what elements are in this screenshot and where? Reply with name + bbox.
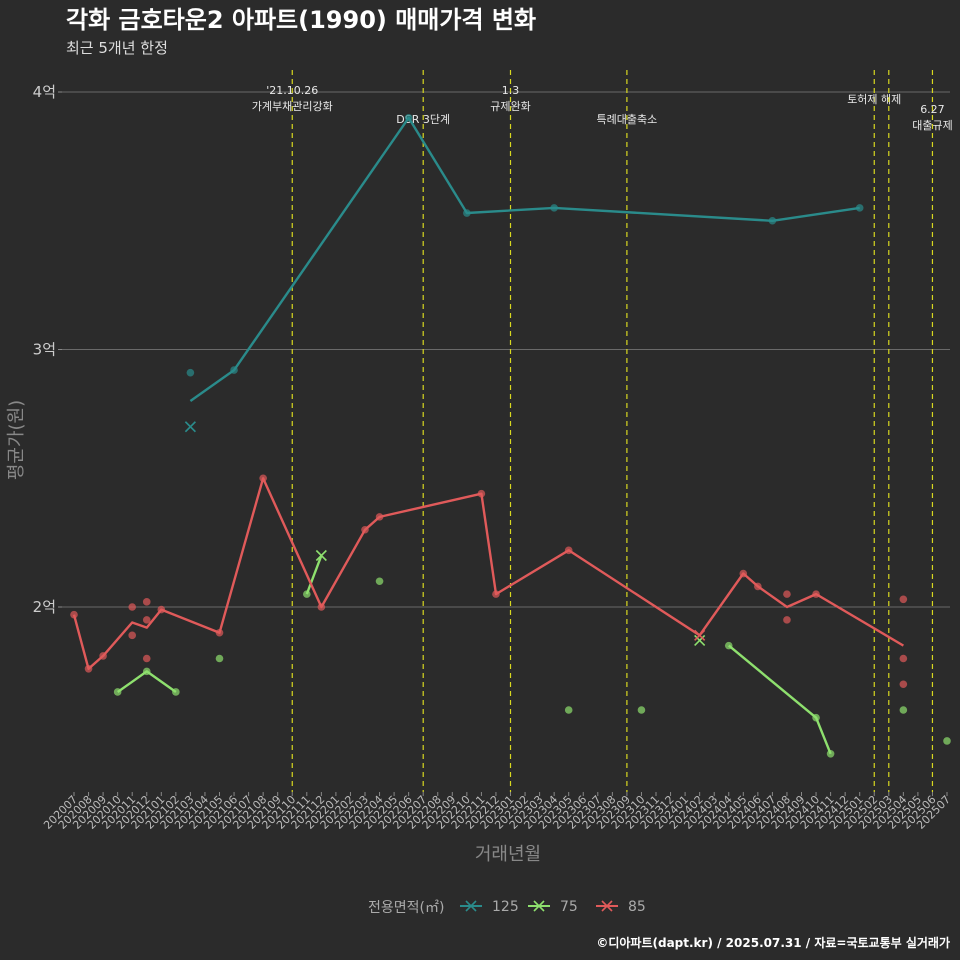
series-125-point-4 bbox=[550, 204, 558, 212]
legend-title: 전용면적(㎡) bbox=[368, 900, 444, 916]
legend-key-x-b-125 bbox=[465, 900, 477, 912]
series-75-point-10 bbox=[826, 749, 835, 758]
series-85-point-14 bbox=[477, 489, 486, 498]
x-axis-title: 거래년월 bbox=[475, 844, 541, 865]
y-axis-ticks: 2억 3억 4억 bbox=[33, 83, 62, 616]
series-75-line-1 bbox=[305, 555, 323, 595]
series-125-x-mark-0 bbox=[184, 421, 196, 433]
event-label-2-0: 1.3 bbox=[502, 84, 520, 97]
series-layer bbox=[70, 113, 951, 758]
series-85-point-20 bbox=[783, 616, 791, 624]
legend-label-85: 85 bbox=[628, 899, 646, 915]
series-85-point-22 bbox=[899, 595, 908, 604]
y-tick-label-2: 2억 bbox=[33, 598, 56, 616]
series-75-point-1 bbox=[142, 667, 151, 676]
series-85-point-2 bbox=[99, 652, 107, 660]
chart-title: 각화 금호타운2 아파트(1990) 매매가격 변화 bbox=[66, 6, 536, 34]
series-125-point-3 bbox=[463, 209, 471, 217]
series-75-point-4 bbox=[303, 590, 311, 598]
event-label-4-0: 토허제 해제 bbox=[847, 92, 901, 106]
series-85-point-18 bbox=[754, 582, 762, 591]
series-85-point-21 bbox=[812, 590, 820, 598]
event-label-6-0: 6.27 bbox=[920, 103, 945, 116]
event-label-0-0: '21.10.26 bbox=[266, 84, 318, 97]
series-75-point-2 bbox=[172, 688, 180, 696]
series-75-point-5 bbox=[375, 577, 384, 586]
series-75-point-9 bbox=[812, 713, 820, 722]
x-mark-stroke-b bbox=[694, 634, 706, 647]
series-85-point-11 bbox=[317, 603, 326, 611]
series-85-point-7 bbox=[142, 654, 151, 663]
series-85-point-10 bbox=[259, 474, 267, 483]
series-75-point-8 bbox=[724, 641, 733, 650]
series-75-x-mark-1 bbox=[694, 634, 706, 647]
series-75-point-0 bbox=[113, 688, 122, 696]
series-85-point-0 bbox=[70, 610, 78, 619]
series-85-point-17 bbox=[739, 569, 748, 578]
series-85-point-15 bbox=[492, 590, 500, 598]
series-125-point-0 bbox=[186, 368, 195, 377]
legend-label-125: 125 bbox=[492, 899, 519, 915]
series-85-point-3 bbox=[128, 603, 136, 611]
series-85-point-6 bbox=[142, 616, 151, 624]
y-tick-label-3: 3억 bbox=[33, 341, 56, 359]
legend-key-x-b-75 bbox=[533, 900, 545, 912]
y-axis-title: 평균가(원) bbox=[6, 400, 27, 480]
series-125-point-2 bbox=[404, 113, 413, 122]
x-mark-stroke-b bbox=[315, 549, 327, 562]
series-85-x-mark-0 bbox=[694, 629, 706, 641]
series-85-point-24 bbox=[899, 680, 908, 689]
x-mark-stroke-b bbox=[184, 421, 196, 433]
legend: 전용면적(㎡) 125 75 85 bbox=[368, 899, 646, 916]
series-75-point-11 bbox=[899, 706, 908, 714]
series-85-point-23 bbox=[899, 654, 908, 663]
series-125-point-5 bbox=[768, 216, 777, 225]
series-85-point-13 bbox=[375, 513, 384, 521]
y-tick-label-4: 4억 bbox=[33, 83, 56, 101]
series-75-point-12 bbox=[943, 737, 951, 745]
legend-label-75: 75 bbox=[560, 899, 578, 915]
event-label-6-1: 대출규제 bbox=[912, 119, 952, 132]
series-85-point-19 bbox=[783, 590, 791, 598]
series-75-point-3 bbox=[215, 654, 224, 663]
series-75-point-6 bbox=[564, 706, 573, 714]
x-mark-stroke-b bbox=[694, 629, 706, 641]
event-label-3-0: 특례대출축소 bbox=[597, 113, 658, 126]
event-label-0-1: 가계부채관리강화 bbox=[252, 100, 333, 113]
chart-subtitle: 최근 5개년 한정 bbox=[66, 39, 168, 57]
series-85-point-16 bbox=[564, 546, 573, 555]
series-85-point-8 bbox=[157, 605, 166, 614]
series-85-point-9 bbox=[215, 628, 224, 637]
event-label-2-1: 규제완화 bbox=[490, 100, 530, 113]
series-75-point-7 bbox=[637, 706, 646, 714]
footer-credit: ©디아파트(dapt.kr) / 2025.07.31 / 자료=국토교통부 실… bbox=[596, 935, 950, 950]
series-85-point-12 bbox=[361, 525, 369, 534]
series-85-point-1 bbox=[84, 665, 93, 673]
series-75-x-mark-0 bbox=[315, 549, 327, 562]
series-85-point-4 bbox=[128, 631, 136, 640]
series-125-point-6 bbox=[855, 204, 864, 212]
series-125-point-1 bbox=[230, 366, 238, 374]
series-85-point-5 bbox=[142, 598, 151, 606]
legend-key-x-b-85 bbox=[601, 900, 613, 912]
grid-lines bbox=[62, 91, 950, 608]
